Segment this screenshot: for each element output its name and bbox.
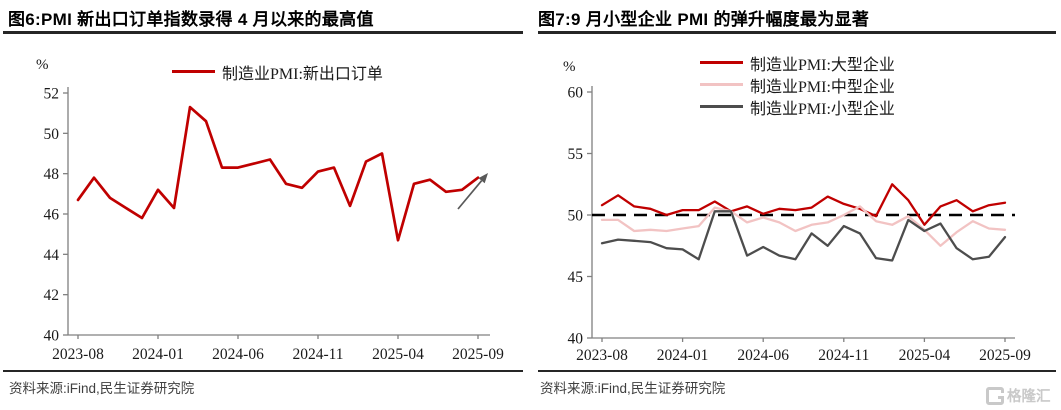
figure-6-legend: 制造业PMI:新出口订单 [172,63,383,83]
legend-line-sample-icon [172,70,215,73]
svg-text:44: 44 [44,247,60,264]
legend-line-sample-icon [700,61,743,64]
legend-item-new-export-orders: 制造业PMI:新出口订单 [172,63,383,83]
svg-text:55: 55 [568,146,584,163]
svg-text:52: 52 [44,86,60,103]
svg-text:2024-01: 2024-01 [657,347,709,364]
svg-text:40: 40 [568,331,584,348]
legend-item-small-enterprises: 制造业PMI:小型企业 [700,98,895,118]
svg-text:2025-04: 2025-04 [899,347,951,364]
gelonghui-logo-text: 格隆汇 [1007,389,1051,405]
svg-text:2024-06: 2024-06 [212,346,264,363]
svg-text:2024-11: 2024-11 [818,347,869,364]
legend-label-large-enterprises: 制造业PMI:大型企业 [750,56,895,74]
figure-7-unit-label: % [563,59,576,75]
svg-text:2025-04: 2025-04 [372,346,424,363]
svg-text:2023-08: 2023-08 [52,346,104,363]
svg-text:60: 60 [568,85,584,102]
figure-7-title: 图7:9 月小型企业 PMI 的弹升幅度最为显著 [538,10,870,29]
svg-text:50: 50 [568,208,584,225]
gelonghui-g-icon [986,386,1004,405]
svg-text:2025-09: 2025-09 [452,346,504,363]
svg-text:2025-09: 2025-09 [979,347,1031,364]
figure-7-title-underline [538,31,1056,34]
figure-7-legend: 制造业PMI:大型企业 制造业PMI:中型企业 制造业PMI:小型企业 [700,54,895,118]
gelonghui-logo: 格隆汇 [986,385,1051,406]
svg-text:42: 42 [44,287,60,304]
svg-text:50: 50 [44,126,60,143]
legend-label-new-export-orders: 制造业PMI:新出口订单 [222,65,383,83]
figure-6-title-underline [3,31,523,34]
figure-6-panel: 图6:PMI 新出口订单指数录得 4 月以来的最高值 % 制造业PMI:新出口订… [0,0,530,410]
figure-7-bottom-rule [538,370,1056,372]
figure-7-source-note: 资料来源:iFind,民生证券研究院 [540,381,726,396]
figure-6-title: 图6:PMI 新出口订单指数录得 4 月以来的最高值 [8,10,374,29]
legend-line-sample-icon [700,105,743,108]
svg-text:2024-06: 2024-06 [737,347,789,364]
svg-text:45: 45 [568,269,584,286]
legend-line-sample-icon [700,83,743,86]
pmi-new-export-orders-line-chart: 40 42 44 46 48 50 52 2023-08 2024-01 2024-06 2024-… [44,86,505,364]
legend-label-medium-enterprises: 制造业PMI:中型企业 [750,78,895,96]
legend-label-small-enterprises: 制造业PMI:小型企业 [750,100,895,118]
figure-6-bottom-rule [3,370,523,372]
legend-item-medium-enterprises: 制造业PMI:中型企业 [700,76,895,96]
legend-item-large-enterprises: 制造业PMI:大型企业 [700,54,895,74]
svg-text:48: 48 [44,166,60,183]
figure-6-source-note: 资料来源:iFind,民生证券研究院 [9,381,195,396]
svg-text:2024-11: 2024-11 [292,346,343,363]
figure-6-unit-label: % [36,57,49,73]
svg-text:2024-01: 2024-01 [132,346,184,363]
svg-text:46: 46 [44,207,60,224]
figure-7-panel: 图7:9 月小型企业 PMI 的弹升幅度最为显著 % 制造业PMI:大型企业 制… [530,0,1061,410]
svg-text:40: 40 [44,328,60,345]
pmi-by-enterprise-size-line-chart: 40 45 50 55 60 2023-08 2024-01 2024-06 2024-11 20… [568,85,1032,365]
svg-text:2023-08: 2023-08 [576,347,628,364]
